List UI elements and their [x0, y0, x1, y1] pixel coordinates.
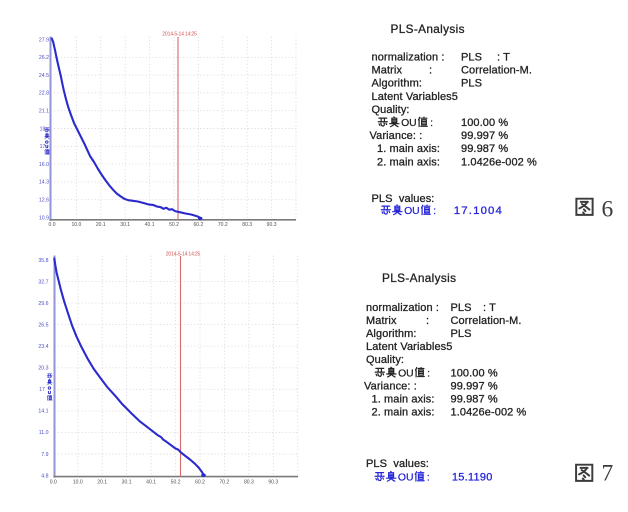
svg-text:16.0: 16.0	[39, 162, 49, 168]
svg-text:OU: OU	[398, 473, 414, 484]
svg-text:2. main axis:: 2. main axis:	[372, 407, 435, 419]
svg-text:90.3: 90.3	[267, 222, 277, 228]
svg-text:27.9: 27.9	[39, 37, 49, 43]
svg-text:70.2: 70.2	[219, 480, 229, 486]
svg-text:12.6: 12.6	[39, 198, 49, 204]
svg-text::: :	[427, 473, 430, 484]
svg-text:14.1: 14.1	[38, 409, 48, 415]
svg-text:50.2: 50.2	[169, 222, 179, 228]
svg-text:7.9: 7.9	[41, 452, 48, 458]
svg-text:Correlation-M.: Correlation-M.	[461, 65, 532, 77]
svg-text:PLS: PLS	[461, 52, 482, 64]
svg-text:1.0426e-002 %: 1.0426e-002 %	[451, 407, 527, 419]
svg-text:6: 6	[602, 197, 614, 223]
svg-text:30.1: 30.1	[122, 480, 132, 486]
svg-text:U: U	[45, 144, 48, 149]
svg-text:Latent Variables5: Latent Variables5	[372, 91, 459, 103]
svg-text:2. main axis:: 2. main axis:	[377, 156, 440, 168]
svg-text:35.8: 35.8	[38, 258, 48, 264]
svg-text:50.2: 50.2	[171, 480, 181, 486]
svg-text:PLS: PLS	[451, 302, 472, 314]
svg-text::: :	[427, 368, 430, 379]
svg-text:PLS values:: PLS values:	[366, 458, 429, 470]
svg-text:70.2: 70.2	[218, 222, 228, 228]
svg-text:Matrix: Matrix	[372, 65, 403, 77]
svg-text:80.3: 80.3	[242, 222, 252, 228]
svg-text::: :	[429, 65, 432, 77]
svg-text:100.00 %: 100.00 %	[461, 117, 508, 129]
svg-text:OU: OU	[398, 368, 414, 379]
svg-text:17.1004: 17.1004	[454, 205, 503, 217]
svg-text:19: 19	[40, 126, 46, 132]
svg-text:Correlation-M.: Correlation-M.	[451, 315, 522, 327]
svg-text:OU: OU	[401, 118, 417, 129]
svg-text:normalization :: normalization :	[372, 52, 445, 64]
svg-text:1. main axis:: 1. main axis:	[372, 394, 435, 406]
svg-text:0.0: 0.0	[50, 480, 57, 486]
svg-text:99.997 %: 99.997 %	[461, 130, 508, 142]
svg-text:U: U	[48, 390, 51, 395]
svg-text:21.1: 21.1	[39, 109, 49, 115]
svg-text:90.3: 90.3	[268, 480, 278, 486]
svg-text:99.997 %: 99.997 %	[451, 380, 498, 392]
svg-text:Variance: :: Variance: :	[370, 130, 423, 142]
svg-text:Latent Variables5: Latent Variables5	[366, 341, 453, 353]
svg-text:60.2: 60.2	[193, 222, 203, 228]
svg-text:: T: : T	[483, 302, 496, 314]
svg-text:15.1190: 15.1190	[452, 472, 493, 484]
svg-text:80.3: 80.3	[244, 480, 254, 486]
svg-text:17: 17	[39, 387, 45, 393]
svg-text:: T: : T	[497, 52, 510, 64]
svg-text:2014-5-14 14:25: 2014-5-14 14:25	[162, 31, 197, 37]
svg-text:O: O	[45, 140, 49, 145]
svg-text:26.5: 26.5	[38, 322, 48, 328]
svg-text::: :	[430, 118, 433, 129]
svg-text:1. main axis:: 1. main axis:	[377, 143, 440, 155]
svg-text:99.987 %: 99.987 %	[461, 143, 508, 155]
svg-text:40.1: 40.1	[145, 222, 155, 228]
svg-text:17: 17	[40, 144, 46, 150]
svg-text:O: O	[48, 386, 52, 391]
svg-text:10.0: 10.0	[71, 222, 81, 228]
svg-text:Algorithm:: Algorithm:	[366, 328, 417, 340]
svg-text:PLS: PLS	[451, 328, 472, 340]
svg-text:11.0: 11.0	[39, 430, 49, 436]
svg-text:24.5: 24.5	[39, 73, 49, 79]
svg-text:PLS-Analysis: PLS-Analysis	[391, 22, 465, 36]
svg-text:Variance: :: Variance: :	[364, 380, 417, 392]
svg-text:14.3: 14.3	[39, 180, 49, 186]
svg-text:60.2: 60.2	[195, 480, 205, 486]
svg-text:PLS values:: PLS values:	[372, 193, 435, 205]
svg-text:PLS-Analysis: PLS-Analysis	[382, 271, 456, 285]
svg-text:10.0: 10.0	[73, 480, 83, 486]
svg-text:20.1: 20.1	[96, 222, 106, 228]
svg-text:99.987 %: 99.987 %	[451, 394, 498, 406]
svg-text:20.1: 20.1	[97, 480, 107, 486]
svg-text:29.6: 29.6	[38, 301, 48, 307]
svg-text:22.8: 22.8	[39, 91, 49, 97]
svg-text::: :	[426, 315, 429, 327]
svg-text:2014-5-14 14:25: 2014-5-14 14:25	[166, 251, 201, 257]
svg-text:Quality:: Quality:	[372, 104, 410, 116]
svg-text:0.0: 0.0	[48, 222, 55, 228]
svg-text:32.7: 32.7	[38, 279, 48, 285]
svg-text:26.2: 26.2	[39, 55, 49, 61]
svg-text:23.4: 23.4	[38, 344, 48, 350]
svg-text:OU: OU	[404, 206, 420, 217]
svg-text:20.3: 20.3	[38, 366, 48, 372]
svg-text:Matrix: Matrix	[366, 315, 397, 327]
svg-text:1.0426e-002 %: 1.0426e-002 %	[461, 156, 537, 168]
svg-text::: :	[433, 206, 436, 217]
svg-text:Quality:: Quality:	[366, 354, 404, 366]
svg-text:normalization :: normalization :	[366, 302, 439, 314]
svg-text:Algorithm:: Algorithm:	[372, 78, 423, 90]
svg-text:7: 7	[602, 461, 614, 487]
svg-text:100.00 %: 100.00 %	[451, 367, 498, 379]
svg-text:10.9: 10.9	[39, 215, 49, 221]
svg-text:4.8: 4.8	[41, 473, 48, 479]
svg-text:40.1: 40.1	[146, 480, 156, 486]
svg-text:30.1: 30.1	[120, 222, 130, 228]
svg-text:PLS: PLS	[461, 78, 482, 90]
